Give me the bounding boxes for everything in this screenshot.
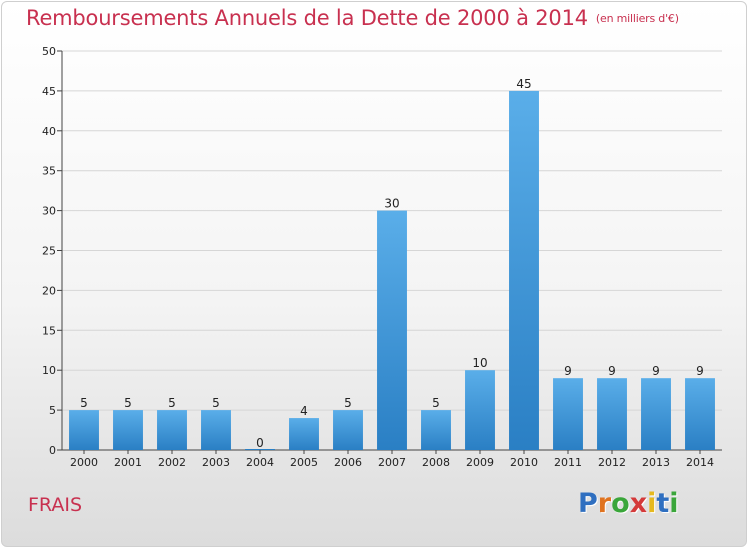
bar-2014 — [685, 378, 715, 450]
logo-letter: i — [669, 488, 679, 519]
bar-2009 — [465, 370, 495, 450]
logo-letter: x — [629, 488, 648, 519]
y-tick-label: 35 — [42, 165, 56, 178]
data-label-2005: 4 — [300, 404, 308, 418]
logo-letter: t — [656, 488, 670, 519]
data-label-2008: 5 — [432, 396, 440, 410]
x-tick-label: 2012 — [598, 456, 626, 469]
y-tick-label: 40 — [42, 125, 56, 138]
bar-2011 — [553, 378, 583, 450]
y-tick-label: 20 — [42, 284, 56, 297]
data-label-2001: 5 — [124, 396, 132, 410]
data-label-2002: 5 — [168, 396, 176, 410]
data-label-2010: 45 — [516, 77, 531, 91]
bar-2004 — [245, 449, 275, 450]
data-label-2011: 9 — [564, 364, 572, 378]
y-tick-label: 5 — [49, 404, 56, 417]
y-tick-label: 10 — [42, 364, 56, 377]
x-tick-label: 2013 — [642, 456, 670, 469]
logo-letter: o — [611, 488, 630, 519]
data-label-2000: 5 — [80, 396, 88, 410]
data-label-2009: 10 — [472, 356, 487, 370]
y-tick-label: 45 — [42, 85, 56, 98]
bar-2012 — [597, 378, 627, 450]
commune-name: FRAIS — [28, 494, 83, 516]
logo-letter: r — [597, 488, 612, 519]
data-label-2012: 9 — [608, 364, 616, 378]
data-label-2014: 9 — [696, 364, 704, 378]
x-tick-label: 2002 — [158, 456, 186, 469]
x-tick-label: 2003 — [202, 456, 230, 469]
y-tick-label: 0 — [49, 444, 56, 457]
y-tick-label: 30 — [42, 205, 56, 218]
x-tick-label: 2014 — [686, 456, 714, 469]
logo-letter: P — [578, 488, 598, 519]
bar-2001 — [113, 410, 143, 450]
x-tick-label: 2001 — [114, 456, 142, 469]
data-label-2007: 30 — [384, 197, 399, 211]
x-tick-label: 2006 — [334, 456, 362, 469]
data-label-2013: 9 — [652, 364, 660, 378]
bar-2008 — [421, 410, 451, 450]
data-label-2004: 0 — [256, 436, 264, 450]
x-tick-label: 2008 — [422, 456, 450, 469]
labels: 0510152025303540455020005200152002520035… — [42, 45, 714, 469]
x-tick-label: 2004 — [246, 456, 274, 469]
chart-unit-note: (en milliers d'€) — [595, 12, 679, 25]
y-tick-label: 25 — [42, 245, 56, 258]
bar-2005 — [289, 418, 319, 450]
data-label-2006: 5 — [344, 396, 352, 410]
proxiti-logo: Proxiti — [578, 488, 679, 519]
x-tick-label: 2010 — [510, 456, 538, 469]
bar-2002 — [157, 410, 187, 450]
bars — [69, 90, 715, 451]
bar-2010 — [509, 90, 539, 451]
y-tick-label: 50 — [42, 45, 56, 58]
x-tick-label: 2009 — [466, 456, 494, 469]
chart-title-text: Remboursements Annuels de la Dette de 20… — [26, 6, 588, 30]
bar-2007 — [377, 210, 407, 450]
bar-2013 — [641, 378, 671, 450]
x-tick-label: 2007 — [378, 456, 406, 469]
x-tick-label: 2000 — [70, 456, 98, 469]
chart-title: Remboursements Annuels de la Dette de 20… — [26, 6, 679, 30]
bar-2003 — [201, 410, 231, 450]
y-tick-label: 15 — [42, 324, 56, 337]
x-tick-label: 2005 — [290, 456, 318, 469]
logo-letter: i — [647, 488, 657, 519]
data-label-2003: 5 — [212, 396, 220, 410]
bar-2006 — [333, 410, 363, 450]
bar-2000 — [69, 410, 99, 450]
x-tick-label: 2011 — [554, 456, 582, 469]
